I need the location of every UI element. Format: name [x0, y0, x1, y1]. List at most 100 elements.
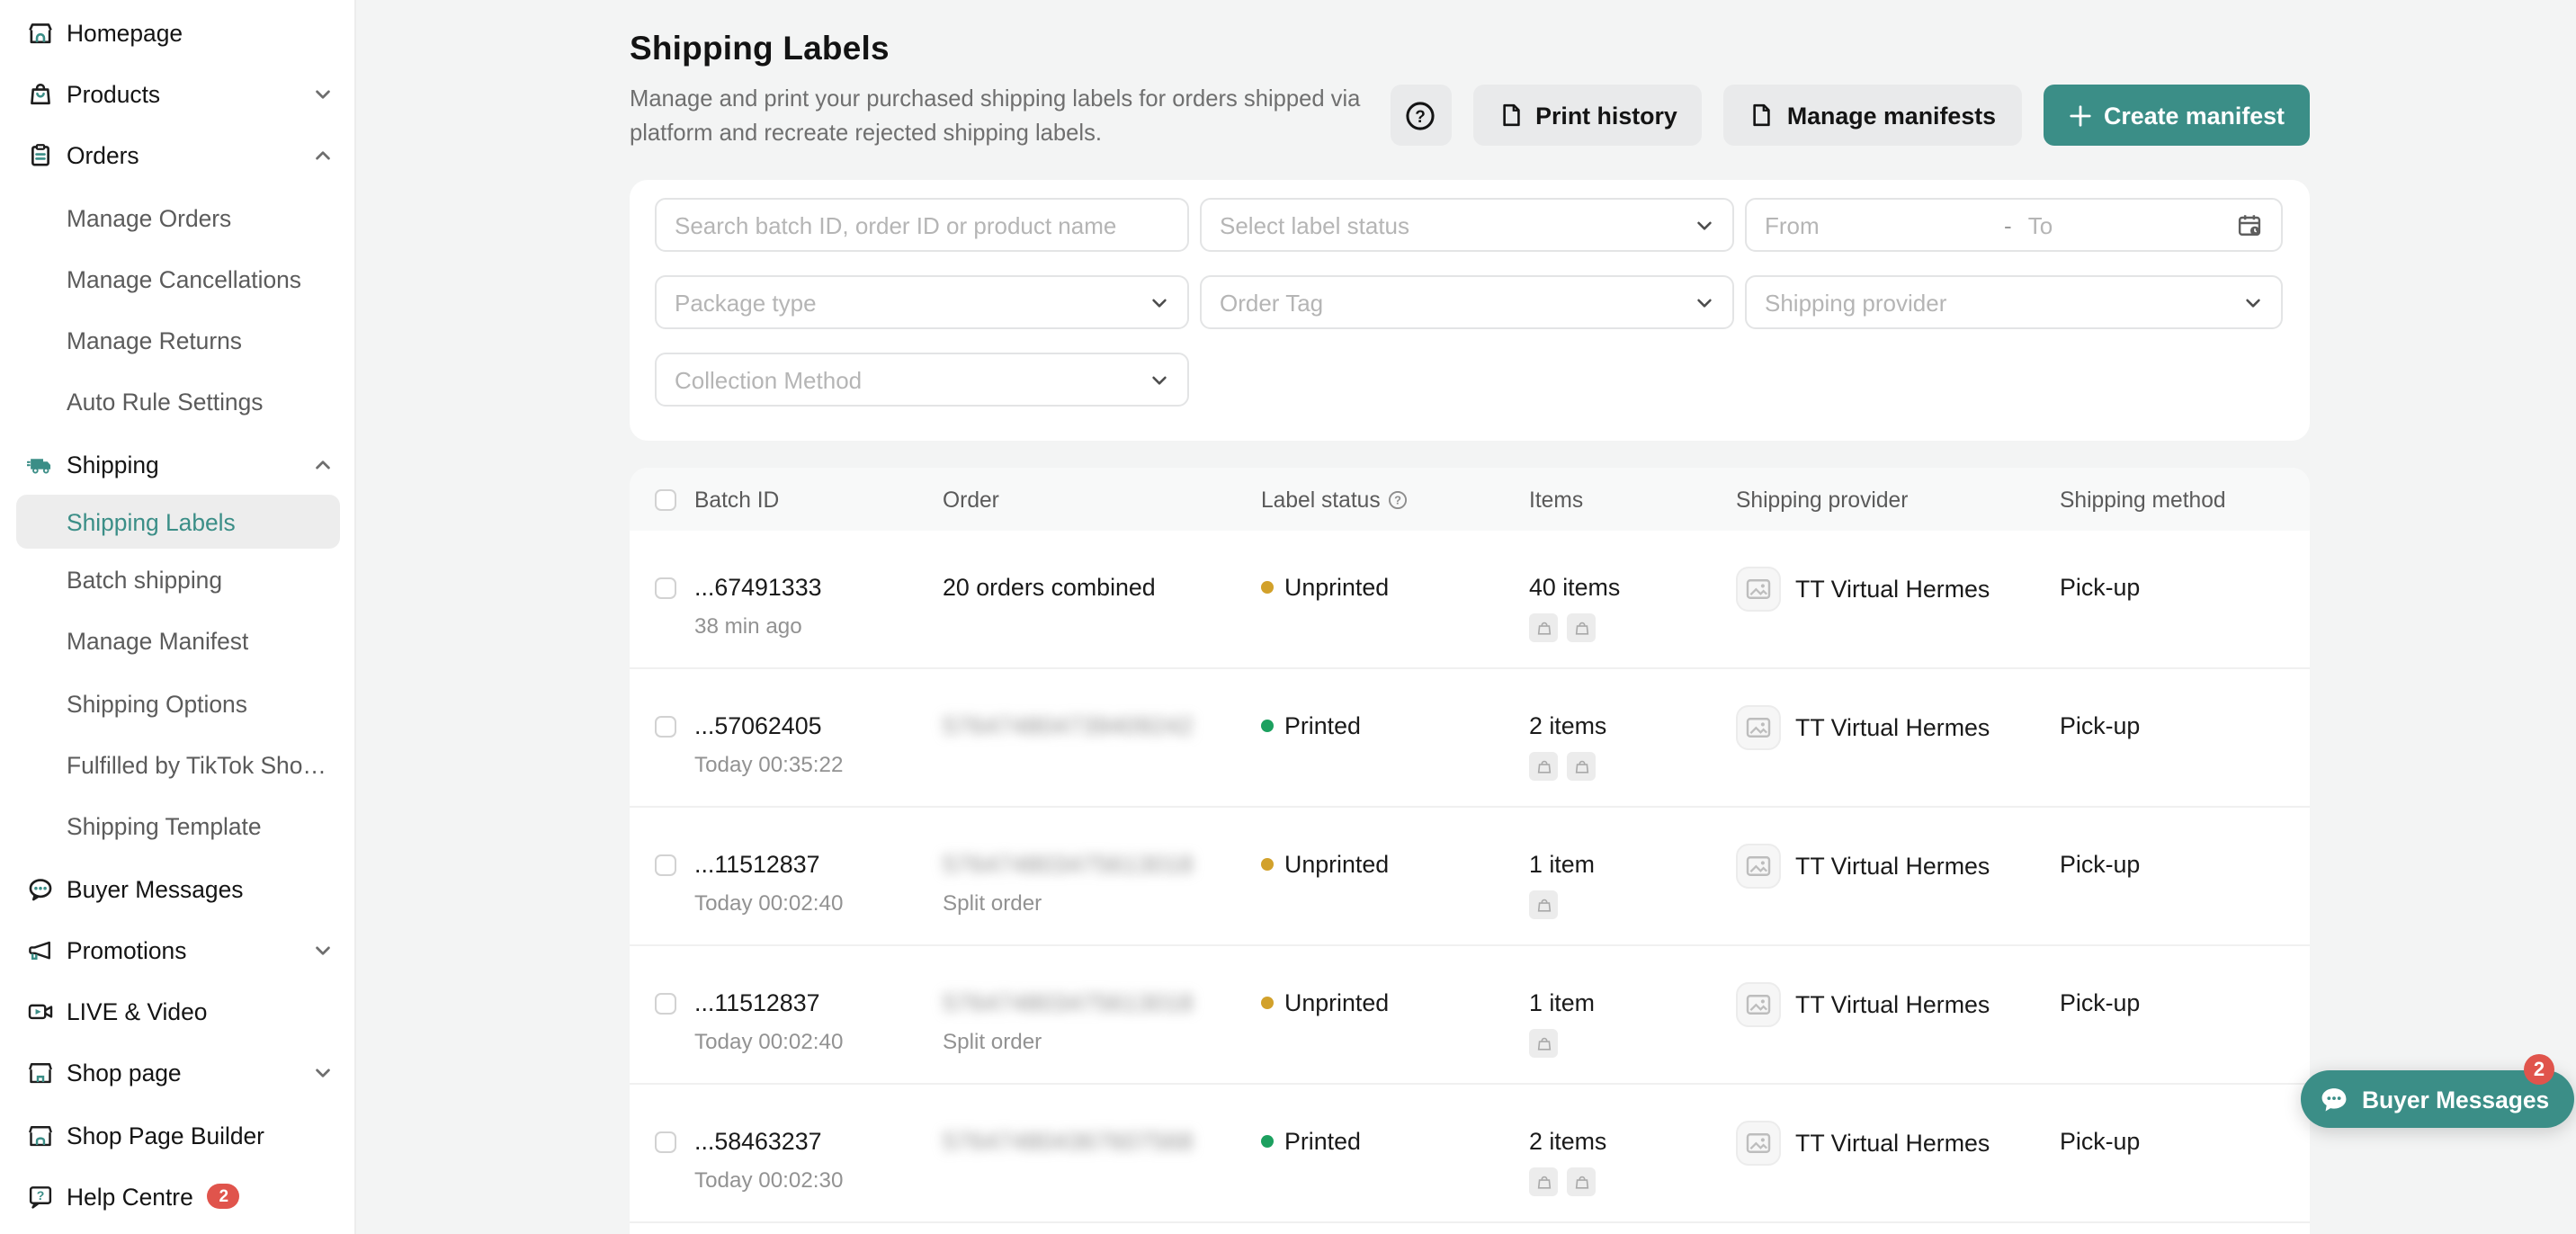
product-thumbnail[interactable] — [1567, 613, 1596, 642]
batch-time: Today 00:02:40 — [694, 1029, 844, 1054]
table-row: ...58463237 Today 00:02:30 57647480436760… — [630, 1085, 2310, 1223]
help-centre-badge: 2 — [207, 1184, 240, 1210]
table-row: ...11512837 Today 00:02:40 57647480347561… — [630, 946, 2310, 1085]
shipping-method: Pick-up — [2060, 574, 2141, 601]
select-all-checkbox[interactable] — [655, 488, 676, 510]
page-description: Manage and print your purchased shipping… — [630, 85, 1361, 147]
sidebar-item-fulfilled-by-tiktok-shop[interactable]: Fulfilled by TikTok Shop… — [67, 751, 333, 779]
video-camera-icon — [27, 998, 54, 1025]
status-label: Unprinted — [1284, 989, 1390, 1016]
status-dot-unprinted — [1261, 858, 1274, 871]
sidebar-item-manage-orders[interactable]: Manage Orders — [67, 204, 232, 232]
collection-method-select[interactable]: Collection Method — [655, 353, 1189, 407]
sidebar-item-shipping[interactable]: Shipping — [0, 434, 354, 496]
print-history-button[interactable]: Print history — [1472, 85, 1703, 146]
items-count: 2 items — [1529, 712, 1607, 739]
svg-text:?: ? — [37, 1188, 45, 1203]
document-icon — [1498, 103, 1523, 128]
shipping-method: Pick-up — [2060, 989, 2141, 1016]
sidebar-item-orders[interactable]: Orders — [0, 125, 354, 187]
sidebar-item-manage-manifest[interactable]: Manage Manifest — [67, 628, 249, 656]
shipping-provider-logo — [1736, 982, 1781, 1027]
clipboard-icon — [27, 142, 54, 169]
create-manifest-button[interactable]: Create manifest — [2043, 85, 2310, 146]
sidebar-item-shipping-labels[interactable]: Shipping Labels — [16, 495, 340, 550]
row-checkbox[interactable] — [655, 993, 676, 1015]
chevron-down-icon — [1695, 292, 1714, 312]
order-id-redacted: 576474804367607568 — [943, 1128, 1194, 1155]
batch-id: ...67491333 — [694, 574, 822, 601]
row-checkbox[interactable] — [655, 577, 676, 599]
sidebar-item-buyer-messages[interactable]: Buyer Messages — [0, 858, 354, 920]
buyer-messages-badge: 2 — [2524, 1054, 2554, 1085]
main-content: Shipping Labels Manage and print your pu… — [630, 0, 2310, 151]
provider-name: TT Virtual Hermes — [1795, 576, 1990, 603]
batch-time: Today 00:35:22 — [694, 752, 844, 777]
sidebar-item-help-centre[interactable]: ? Help Centre 2 — [0, 1167, 354, 1229]
package-type-select[interactable]: Package type — [655, 275, 1189, 329]
sidebar-item-manage-cancellations[interactable]: Manage Cancellations — [67, 265, 301, 293]
status-dot-unprinted — [1261, 997, 1274, 1009]
question-circle-icon[interactable]: ? — [1388, 488, 1409, 510]
product-thumbnail[interactable] — [1567, 752, 1596, 781]
shipping-provider-logo — [1736, 567, 1781, 612]
chevron-down-icon — [313, 1064, 333, 1084]
product-thumbnail[interactable] — [1529, 613, 1558, 642]
shipping-method: Pick-up — [2060, 851, 2141, 878]
document-icon — [1749, 103, 1775, 128]
plus-icon — [2068, 103, 2091, 127]
chevron-down-icon — [2243, 292, 2263, 312]
order-id-redacted: 576474804739409242 — [943, 712, 1194, 739]
product-thumbnail[interactable] — [1529, 1029, 1558, 1058]
sidebar-item-auto-rule-settings[interactable]: Auto Rule Settings — [67, 389, 264, 416]
home-icon — [27, 19, 54, 46]
search-input[interactable] — [675, 211, 1169, 238]
product-thumbnail[interactable] — [1567, 1167, 1596, 1196]
product-thumbnail[interactable] — [1529, 890, 1558, 919]
truck-icon — [27, 451, 54, 478]
sidebar-item-promotions[interactable]: Promotions — [0, 919, 354, 981]
chevron-down-icon — [1149, 292, 1169, 312]
table-row: ...11512837 Today 00:02:40 57647480347561… — [630, 808, 2310, 946]
sidebar-item-shop-page-builder[interactable]: Shop Page Builder — [0, 1104, 354, 1167]
shipping-provider-select[interactable]: Shipping provider — [1745, 275, 2283, 329]
order-info: 20 orders combined — [943, 574, 1156, 601]
svg-text:?: ? — [1415, 107, 1426, 126]
status-label: Printed — [1284, 1128, 1361, 1155]
row-checkbox[interactable] — [655, 1131, 676, 1153]
date-range-picker[interactable]: From - To — [1745, 198, 2283, 252]
chat-bubble-icon — [27, 875, 54, 902]
order-tag-select[interactable]: Order Tag — [1200, 275, 1734, 329]
column-shipping-method: Shipping method — [2060, 487, 2226, 512]
product-thumbnail[interactable] — [1529, 1167, 1558, 1196]
shopping-bag-icon — [27, 81, 54, 108]
order-id-redacted: 576474803475613018 — [943, 851, 1194, 878]
sidebar-item-batch-shipping[interactable]: Batch shipping — [67, 567, 223, 595]
product-thumbnail[interactable] — [1529, 752, 1558, 781]
row-checkbox[interactable] — [655, 854, 676, 876]
row-checkbox[interactable] — [655, 716, 676, 738]
page-title: Shipping Labels — [630, 29, 890, 67]
sidebar-item-shipping-template[interactable]: Shipping Template — [67, 813, 262, 841]
sidebar-item-homepage[interactable]: Homepage — [0, 2, 354, 64]
shipping-provider-logo — [1736, 844, 1781, 889]
items-count: 1 item — [1529, 851, 1595, 878]
label-status-select[interactable]: Select label status — [1200, 198, 1734, 252]
batch-id: ...58463237 — [694, 1128, 822, 1155]
sidebar-item-products[interactable]: Products — [0, 64, 354, 126]
sidebar-item-manage-returns[interactable]: Manage Returns — [67, 327, 242, 355]
status-label: Printed — [1284, 712, 1361, 739]
sidebar-item-shipping-options[interactable]: Shipping Options — [67, 690, 247, 718]
order-note: Split order — [943, 890, 1042, 916]
manage-manifests-button[interactable]: Manage manifests — [1723, 85, 2022, 146]
chevron-up-icon — [313, 454, 333, 474]
storefront-icon — [27, 1060, 54, 1087]
column-shipping-provider: Shipping provider — [1736, 487, 1909, 512]
status-label: Unprinted — [1284, 574, 1390, 601]
search-input-wrapper — [655, 198, 1189, 252]
sidebar-item-live-video[interactable]: LIVE & Video — [0, 981, 354, 1043]
help-button[interactable]: ? — [1390, 85, 1452, 146]
chevron-down-icon — [1149, 370, 1169, 389]
items-count: 1 item — [1529, 989, 1595, 1016]
sidebar-item-shop-page[interactable]: Shop page — [0, 1043, 354, 1105]
